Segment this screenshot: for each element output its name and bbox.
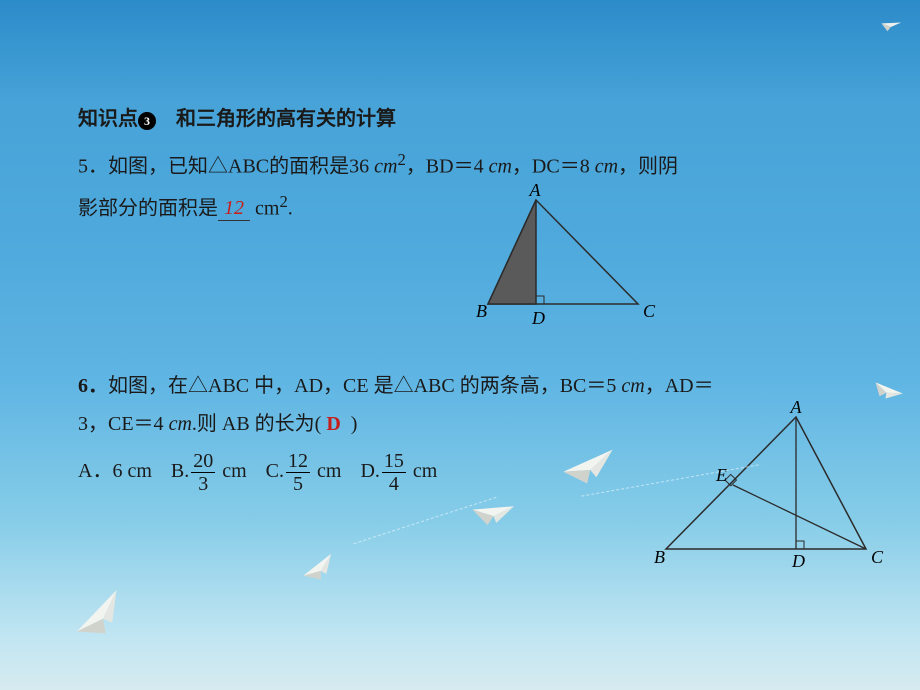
opt-C-unit: cm: [312, 460, 341, 482]
q5-cm2: cm: [489, 156, 512, 178]
opt-C-den: 5: [286, 473, 310, 494]
heading-pre: 知识点: [78, 108, 138, 130]
opt-D-unit: cm: [408, 460, 437, 482]
opt-D-den: 4: [382, 473, 406, 494]
q5-line1: 5．如图，已知△ABC的面积是36 cm2，BD＝4 cm，DC＝8 cm，则阴: [78, 144, 858, 186]
fig5-label-D: D: [531, 308, 545, 328]
heading-post: 和三角形的高有关的计算: [156, 108, 396, 130]
bullet-icon: 3: [138, 112, 156, 130]
q6-t1: 如图，在△ABC 中，AD，CE 是△ABC 的两条高，BC＝5: [108, 375, 621, 397]
q5-cm1: cm: [374, 156, 397, 178]
q5-t4: ，则阴: [618, 156, 678, 178]
q5-t2: ，BD＝4: [406, 156, 489, 178]
opt-D-frac: 154: [382, 451, 406, 494]
q6-answer: D: [326, 413, 340, 435]
opt-B-num: 20: [191, 451, 215, 473]
q6-num: 6．: [78, 375, 108, 397]
q5-period: .: [288, 197, 293, 219]
fig5-label-B: B: [476, 301, 487, 321]
section-heading: 知识点3 和三角形的高有关的计算: [78, 100, 858, 138]
opt-A: A．6 cm: [78, 460, 152, 482]
opt-D-pre: D.: [360, 460, 379, 482]
q5-t1: 5．如图，已知△ABC的面积是36: [78, 156, 374, 178]
opt-D-num: 15: [382, 451, 406, 473]
opt-B-pre: B.: [171, 460, 189, 482]
fig5-label-C: C: [643, 301, 656, 321]
paper-plane-icon: [558, 444, 623, 492]
slide-content: 知识点3 和三角形的高有关的计算 5．如图，已知△ABC的面积是36 cm2，B…: [78, 100, 858, 494]
q6-t5: ): [351, 413, 358, 435]
q5-sq2: 2: [279, 192, 287, 211]
q5-cmunit: cm: [250, 197, 279, 219]
paper-plane-icon: [63, 582, 140, 652]
fig5-label-A: A: [529, 182, 542, 200]
fig6-label-B: B: [654, 547, 665, 567]
fig6-label-C: C: [871, 547, 884, 567]
q5-t5: 影部分的面积是: [78, 197, 218, 219]
opt-C-num: 12: [286, 451, 310, 473]
fig6-label-E: E: [715, 465, 727, 485]
figure-5: A B C D: [438, 182, 668, 332]
fig6-label-A: A: [790, 399, 803, 417]
paper-plane-icon: [878, 15, 903, 36]
opt-C-frac: 125: [286, 451, 310, 494]
fig6-label-D: D: [791, 551, 805, 571]
figure-6: A B C D E: [636, 399, 891, 574]
q6-t2: ，AD＝: [645, 375, 714, 397]
q5-t3: ，DC＝8: [512, 156, 595, 178]
q5-cm3: cm: [595, 156, 618, 178]
opt-B-unit: cm: [217, 460, 246, 482]
paper-plane-icon: [296, 549, 344, 590]
question-6: 6．如图，在△ABC 中，AD，CE 是△ABC 的两条高，BC＝5 cm，AD…: [78, 367, 858, 494]
opt-C-pre: C.: [266, 460, 284, 482]
q6-cm2: cm: [169, 413, 192, 435]
q5-sq1: 2: [397, 150, 405, 169]
paper-plane-icon: [467, 494, 519, 535]
opt-B-den: 3: [191, 473, 215, 494]
q5-answer: 12: [224, 197, 244, 219]
opt-B-frac: 203: [191, 451, 215, 494]
q6-t4: .则 AB 的长为(: [192, 413, 321, 435]
q6-t3: 3，CE＝4: [78, 413, 169, 435]
q6-cm1: cm: [621, 375, 644, 397]
question-5: 5．如图，已知△ABC的面积是36 cm2，BD＝4 cm，DC＝8 cm，则阴…: [78, 144, 858, 227]
